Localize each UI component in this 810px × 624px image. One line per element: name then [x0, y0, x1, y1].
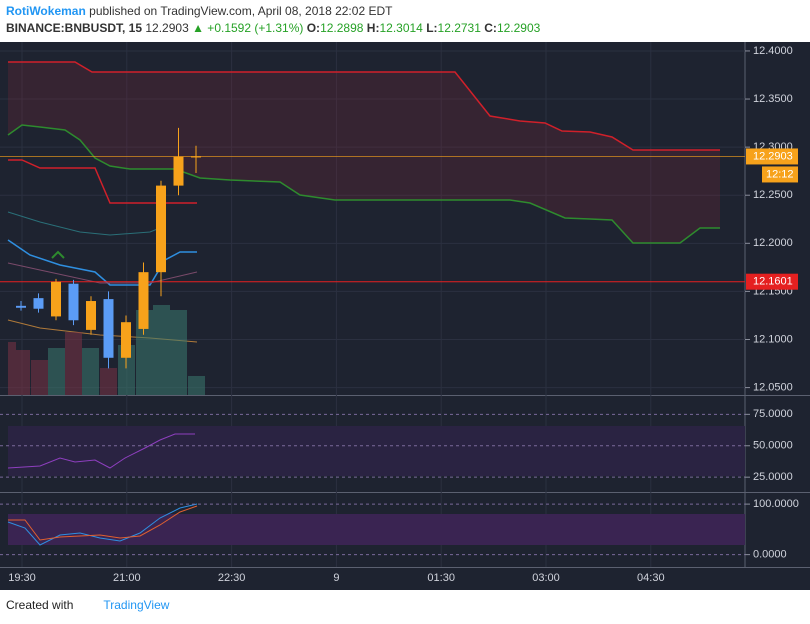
- y-tick-label: 12.4000: [753, 45, 793, 57]
- x-tick-label: 9: [333, 572, 339, 584]
- y-tick-label: 25.0000: [753, 471, 793, 483]
- conversion-line: [7, 239, 197, 286]
- y-tick-label: 50.0000: [753, 440, 793, 452]
- candle-body: [138, 272, 149, 329]
- last: 12.2903: [145, 21, 189, 35]
- rsi-line: [7, 433, 195, 469]
- background: [0, 42, 810, 590]
- y-tick-label: 100.0000: [753, 498, 799, 510]
- x-tick-label: 01:30: [427, 572, 455, 584]
- y-tick-label: 12.0500: [753, 381, 793, 393]
- alert-label: 12.1601: [753, 276, 793, 288]
- header: RotiWokeman published on TradingView.com…: [6, 3, 540, 37]
- candle-body: [191, 156, 201, 158]
- last-price-bg: [746, 148, 798, 165]
- cloud-lower: [7, 124, 720, 244]
- x-tick-label: 19:30: [8, 572, 36, 584]
- y-tick-label: 75.0000: [753, 408, 793, 420]
- candle-body: [156, 185, 166, 273]
- last-price-label: 12.2903: [753, 150, 793, 162]
- y-tick-label: 12.2000: [753, 237, 793, 249]
- cloud: [8, 62, 720, 243]
- countdown-bg: [762, 166, 798, 183]
- o: 12.2898: [320, 21, 364, 35]
- header-line-2: BINANCE:BNBUSDT, 15 12.2903 ▲ +0.1592 (+…: [6, 20, 540, 37]
- x-tick-label: 21:00: [113, 572, 141, 584]
- cloud-upper: [8, 61, 720, 151]
- published: published on TradingView.com, April 08, …: [89, 4, 393, 18]
- user[interactable]: RotiWokeman: [6, 4, 86, 18]
- x-tick-label: 03:00: [532, 572, 560, 584]
- change: ▲ +0.1592 (+1.31%): [192, 21, 304, 35]
- chart: 12.400012.350012.300012.250012.200012.15…: [0, 42, 810, 590]
- rsi-band: [8, 426, 745, 476]
- x-tick-label: 04:30: [637, 572, 665, 584]
- countdown: 12:12: [766, 168, 794, 180]
- brand[interactable]: TradingView: [103, 598, 170, 612]
- candle-body: [173, 156, 184, 186]
- created: Created with: [6, 598, 74, 612]
- candle-body: [121, 322, 131, 358]
- base-line: [8, 159, 197, 204]
- y-tick-label: 0.0000: [753, 549, 787, 561]
- y-tick-label: 12.2500: [753, 189, 793, 201]
- y-tick-label: 12.1000: [753, 333, 793, 345]
- signal-arrow: [51, 250, 65, 259]
- candle-body: [86, 301, 96, 330]
- y-tick-label: 12.3500: [753, 93, 793, 105]
- candle-body: [16, 305, 26, 308]
- l: 12.2731: [437, 21, 481, 35]
- h-label: H:: [366, 21, 380, 35]
- footer: Created with TradingView: [6, 598, 169, 612]
- l-label: L:: [426, 21, 438, 35]
- symbol: BINANCE:BNBUSDT, 15: [6, 21, 143, 35]
- ma-line: [7, 262, 198, 284]
- x-tick-label: 22:30: [218, 572, 246, 584]
- stoch-k: [7, 503, 198, 546]
- stoch-band: [8, 514, 745, 545]
- candle-body: [103, 299, 114, 358]
- h: 12.3014: [379, 21, 423, 35]
- c: 12.2903: [496, 21, 541, 35]
- volume: [8, 305, 205, 395]
- o-label: O:: [306, 21, 321, 35]
- band-line: [7, 211, 166, 236]
- candle-body: [33, 298, 44, 309]
- header-line-1: RotiWokeman published on TradingView.com…: [6, 3, 540, 20]
- candle-body: [68, 283, 79, 321]
- candle-body: [51, 281, 61, 317]
- stoch-d: [8, 505, 198, 541]
- alert-label-bg: [746, 273, 798, 290]
- c-label: C:: [484, 21, 497, 35]
